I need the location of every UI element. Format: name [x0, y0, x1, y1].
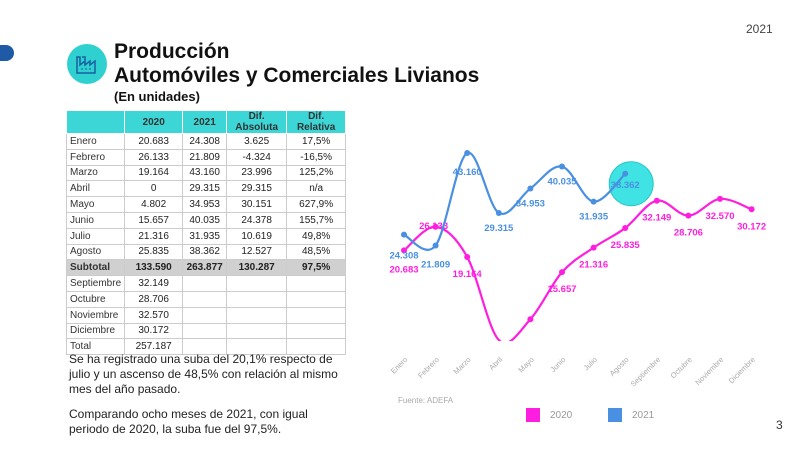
page-subtitle: (En unidades) [114, 89, 200, 104]
data-label-2021: 29.315 [484, 223, 514, 234]
x-tick-label: Enero [389, 355, 410, 376]
data-label-2021: 40.035 [547, 177, 577, 188]
x-tick-label: Febrero [416, 355, 441, 380]
data-point-2021[interactable] [559, 163, 565, 170]
table-row: Octubre 28.706 [65, 290, 347, 308]
x-tick-label: Junio [548, 355, 567, 374]
x-tick-label: Diciembre [727, 355, 757, 385]
data-label-2020: 26.133 [419, 221, 448, 232]
table-row: Septiembre 32.149 [65, 275, 347, 292]
data-label-2021: 21.809 [421, 260, 450, 271]
series-line-2021 [403, 151, 626, 251]
data-label-2020: 20.683 [389, 264, 418, 275]
page-title-line2: Automóviles y Comerciales Livianos [114, 64, 480, 87]
x-tick-label: Julio [582, 355, 599, 372]
data-point-2020[interactable] [464, 253, 471, 260]
table-header: 2021 [182, 110, 228, 134]
x-tick-label: Marzo [452, 355, 473, 376]
data-point-2020[interactable] [717, 195, 723, 202]
table-cell: 130.287 [226, 259, 288, 277]
table-header: Dif. Absoluta [226, 110, 288, 134]
data-label-2021: 31.935 [579, 212, 609, 223]
table-row: Julio 21.316 31.935 10.619 49,8% [65, 227, 347, 245]
data-label-2020: 32.570 [705, 211, 734, 222]
table-row: Diciembre 30.172 [65, 322, 347, 340]
table-cell: 97,5% [286, 259, 347, 277]
table-row: Febrero 26.133 21.809 -4.324 -16,5% [65, 148, 347, 166]
row-label: Total [65, 338, 126, 356]
table-row: Marzo 19.164 43.160 23.996 125,2% [65, 164, 347, 182]
table-header [65, 110, 126, 134]
year-label: 2021 [746, 22, 773, 36]
data-point-2020[interactable] [748, 206, 755, 213]
factory-icon [67, 44, 107, 84]
data-point-2021[interactable] [432, 242, 439, 249]
data-label-2020: 25.835 [611, 240, 641, 251]
page-number: 3 [776, 418, 783, 432]
data-label-2020: 28.706 [674, 228, 703, 239]
legend-item-2020: 2020 [526, 408, 572, 422]
data-label-2021: 34.953 [516, 199, 545, 210]
data-label-2021: 43.160 [453, 167, 482, 178]
table-header: Dif. Relativa [286, 110, 347, 134]
data-point-2020[interactable] [653, 197, 660, 204]
data-point-2021[interactable] [590, 198, 597, 205]
data-label-2020: 32.149 [642, 213, 671, 224]
data-point-2021[interactable] [527, 185, 534, 192]
data-label-2020: 19.164 [453, 269, 483, 280]
data-label-2020: 15.657 [547, 284, 576, 295]
table-cell: 263.877 [182, 259, 228, 277]
data-point-2020[interactable] [432, 223, 439, 230]
data-point-2020[interactable] [685, 212, 692, 219]
data-label-2021: 24.308 [389, 251, 418, 262]
table-cell: 133.590 [124, 259, 184, 277]
table-row: Subtotal 133.590 263.877 130.287 97,5% [65, 259, 347, 277]
source-note: Fuente: ADEFA [398, 396, 454, 405]
table-row: Enero 20.683 24.308 3.625 17,5% [65, 133, 347, 150]
x-tick-label: Septiembre [629, 355, 662, 388]
highlight-circle [608, 161, 654, 207]
data-label-2020: 30.172 [737, 221, 766, 232]
data-point-2020[interactable] [401, 247, 407, 254]
x-tick-label: Agosto [608, 355, 631, 378]
legend-item-2021: 2021 [608, 408, 654, 422]
data-point-2020[interactable] [622, 225, 629, 232]
data-point-2020[interactable] [590, 244, 597, 251]
data-point-2020[interactable] [527, 316, 534, 323]
data-label-2020: 21.316 [579, 260, 608, 271]
x-tick-label: Abril [487, 355, 504, 372]
table-row: Abril 0 29.315 29.315 n/a [65, 180, 347, 198]
nav-tab[interactable] [0, 45, 14, 61]
x-tick-label: Octubre [669, 355, 694, 380]
page-title: Producción [114, 40, 230, 63]
summary-paragraph: Se ha registrado una suba del 20,1% resp… [69, 352, 338, 396]
data-point-2021[interactable] [495, 209, 502, 216]
data-point-2021[interactable] [464, 149, 471, 156]
x-tick-label: Mayo [516, 355, 535, 374]
production-table: 2020 2021 Dif. Absoluta Dif. Relativa Enero… [65, 110, 347, 356]
data-point-2021[interactable] [401, 231, 407, 238]
x-tick-label: Noviembre [693, 355, 725, 387]
data-label-2021: 38.362 [611, 180, 640, 191]
table-cell [286, 338, 347, 356]
data-point-2021[interactable] [622, 170, 629, 177]
comparison-paragraph: Comparando ocho meses de 2021, con igual… [69, 407, 308, 436]
row-label: Febrero [65, 148, 126, 166]
table-row: Total 257.187 [65, 338, 347, 356]
data-point-2020[interactable] [559, 269, 565, 276]
